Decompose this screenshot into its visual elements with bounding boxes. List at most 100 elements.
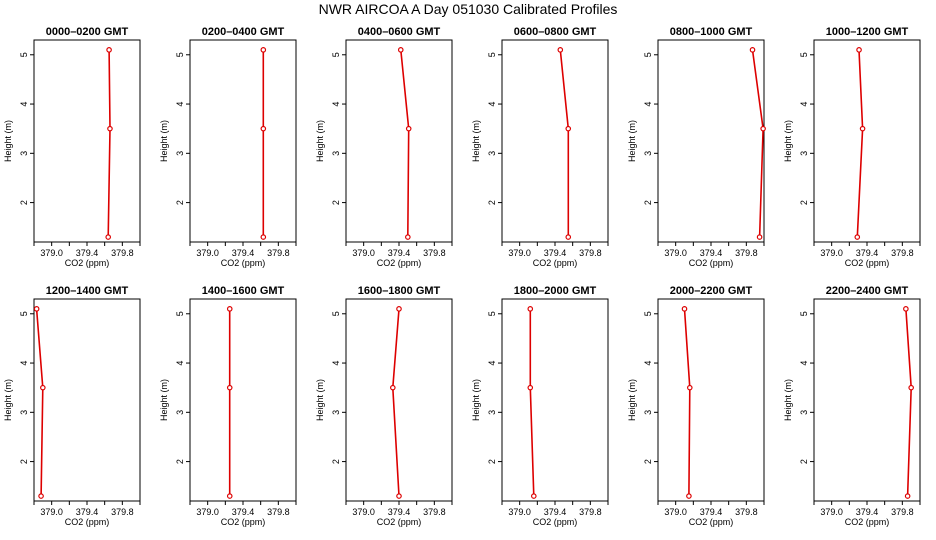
y-tick-label: 2 — [643, 200, 653, 205]
profile-line — [559, 49, 570, 238]
panel-title: 0200–0400 GMT — [202, 26, 285, 38]
data-point — [565, 125, 572, 132]
data-point — [226, 384, 233, 391]
plot-frame — [501, 39, 609, 243]
data-point — [397, 47, 404, 53]
x-tick-label: 379.0 — [196, 248, 219, 258]
plot-frame — [345, 39, 453, 243]
panel-title: 1600–1800 GMT — [358, 285, 441, 297]
y-axis-label: Height (m) — [783, 120, 793, 162]
panel-10: 1800–2000 GMT 379.0 379.4 379.8 2 3 4 5 CO2 (ppm… — [471, 285, 609, 527]
y-tick-label: 5 — [175, 52, 185, 57]
x-tick-label: 379.4 — [232, 248, 255, 258]
data-point — [107, 125, 113, 132]
y-tick-label: 5 — [487, 311, 497, 316]
y-tick-label: 5 — [643, 52, 653, 57]
y-tick-label: 2 — [331, 200, 341, 205]
data-point — [396, 306, 402, 312]
x-axis-label: CO2 (ppm) — [377, 517, 422, 527]
x-tick-label: 379.0 — [664, 248, 687, 258]
x-tick-label: 379.4 — [544, 507, 567, 517]
data-point — [686, 384, 693, 391]
y-tick-label: 4 — [643, 361, 653, 366]
data-point — [859, 125, 866, 132]
data-point — [749, 47, 756, 53]
panel-title: 1200–1400 GMT — [46, 285, 129, 297]
profile-line — [391, 308, 400, 497]
x-tick-label: 379.8 — [891, 248, 914, 258]
y-tick-label: 3 — [19, 410, 29, 415]
panel-title: 0400–0600 GMT — [358, 26, 441, 38]
figure-title: NWR AIRCOA A Day 051030 Calibrated Profi… — [318, 1, 618, 17]
x-tick-label: 379.8 — [267, 507, 290, 517]
data-point — [260, 125, 267, 132]
y-tick-label: 4 — [643, 102, 653, 107]
x-tick-label: 379.8 — [579, 507, 602, 517]
x-tick-label: 379.8 — [111, 507, 134, 517]
data-point — [33, 306, 40, 312]
x-tick-label: 379.0 — [820, 248, 843, 258]
x-tick-label: 379.8 — [579, 248, 602, 258]
data-point — [40, 384, 46, 391]
x-axis-label: CO2 (ppm) — [377, 258, 422, 268]
x-tick-label: 379.0 — [40, 507, 63, 517]
plot-frame — [33, 298, 141, 502]
plot-frame — [501, 298, 609, 502]
x-tick-label: 379.4 — [388, 248, 411, 258]
data-point — [565, 234, 572, 240]
x-tick-label: 379.4 — [856, 248, 879, 258]
x-tick-label: 379.4 — [76, 507, 99, 517]
y-axis-label: Height (m) — [159, 379, 169, 421]
x-axis-label: CO2 (ppm) — [65, 258, 110, 268]
data-point — [557, 47, 564, 53]
x-axis-label: CO2 (ppm) — [689, 517, 734, 527]
panel-11: 2000–2200 GMT 379.0 379.4 379.8 2 3 4 5 CO2 (ppm… — [627, 285, 765, 527]
y-tick-label: 5 — [643, 311, 653, 316]
data-point — [756, 234, 763, 240]
panel-7: 1200–1400 GMT 379.0 379.4 379.8 2 3 4 5 CO2 (ppm… — [3, 285, 141, 527]
y-tick-label: 5 — [19, 52, 29, 57]
panel-title: 1800–2000 GMT — [514, 285, 597, 297]
y-tick-label: 2 — [487, 459, 497, 464]
x-tick-label: 379.8 — [735, 507, 758, 517]
y-tick-label: 4 — [331, 361, 341, 366]
panel-2: 0200–0400 GMT 379.0 379.4 379.8 2 3 4 5 CO2 (ppm… — [159, 26, 297, 268]
y-tick-label: 5 — [799, 52, 809, 57]
data-point — [527, 384, 534, 391]
data-point — [686, 493, 692, 499]
y-tick-label: 3 — [175, 151, 185, 156]
y-tick-label: 5 — [175, 311, 185, 316]
data-point — [390, 384, 396, 391]
x-tick-label: 379.8 — [423, 248, 446, 258]
panel-title: 0600–0800 GMT — [514, 26, 597, 38]
x-tick-label: 379.8 — [891, 507, 914, 517]
profile-line — [107, 49, 111, 238]
panel-8: 1400–1600 GMT 379.0 379.4 379.8 2 3 4 5 CO2 (ppm… — [159, 285, 297, 527]
x-axis-label: CO2 (ppm) — [845, 517, 890, 527]
x-axis-label: CO2 (ppm) — [221, 517, 266, 527]
panel-title: 1000–1200 GMT — [826, 26, 909, 38]
x-tick-label: 379.4 — [856, 507, 879, 517]
data-point — [405, 234, 411, 240]
x-tick-label: 379.4 — [232, 507, 255, 517]
data-point — [856, 47, 862, 53]
data-point — [903, 306, 909, 312]
panel-title: 2200–2400 GMT — [826, 285, 909, 297]
profile-line — [751, 49, 764, 238]
x-axis-label: CO2 (ppm) — [533, 517, 578, 527]
y-tick-label: 3 — [331, 410, 341, 415]
data-point — [405, 125, 412, 132]
profile-line — [400, 49, 410, 238]
y-tick-label: 2 — [19, 459, 29, 464]
x-axis-label: CO2 (ppm) — [533, 258, 578, 268]
panel-6: 1000–1200 GMT 379.0 379.4 379.8 2 3 4 5 CO2 (ppm… — [783, 26, 921, 268]
x-axis-label: CO2 (ppm) — [221, 258, 266, 268]
plot-frame — [189, 298, 297, 502]
x-tick-label: 379.4 — [700, 248, 723, 258]
x-tick-label: 379.0 — [40, 248, 63, 258]
panel-1: 0000–0200 GMT 379.0 379.4 379.8 2 3 4 5 CO2 (ppm… — [3, 26, 141, 268]
data-point — [681, 306, 688, 312]
plot-frame — [813, 39, 921, 243]
x-axis-label: CO2 (ppm) — [65, 517, 110, 527]
x-tick-label: 379.4 — [388, 507, 411, 517]
